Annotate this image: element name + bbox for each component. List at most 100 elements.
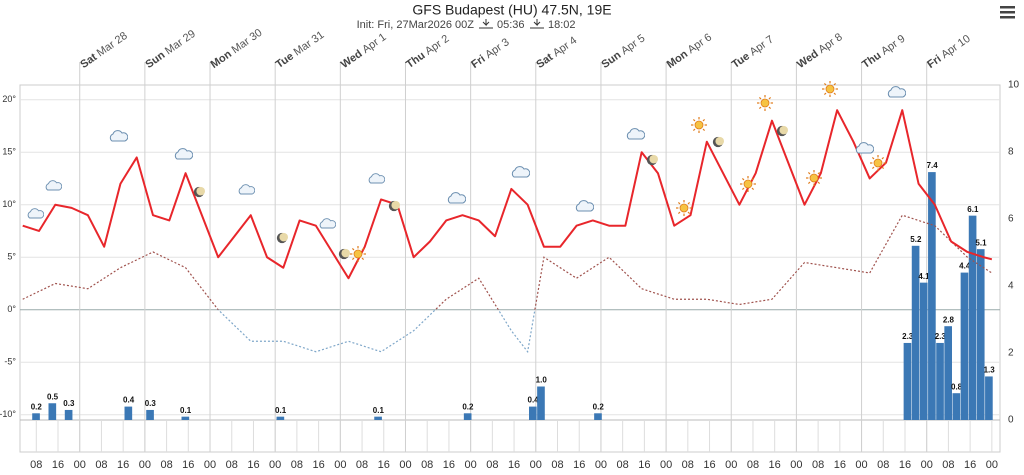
precip-bar (181, 416, 190, 420)
day-name: Tue (274, 50, 296, 71)
sunset: 18:02 (548, 19, 576, 31)
precip-label: 4.4 (959, 262, 971, 271)
day-label: FriApr 3 (469, 36, 511, 71)
day-name: Thu (404, 49, 427, 70)
x-tick-label: 16 (769, 459, 781, 471)
precip-bar (32, 413, 40, 420)
day-label: TueMar 31 (274, 29, 327, 71)
precip-bar (529, 406, 537, 420)
x-tick-label: 08 (551, 459, 563, 471)
dewpoint-line-below-zero (217, 309, 536, 354)
x-tick-label: 16 (638, 459, 650, 471)
day-label: SatMar 28 (78, 30, 129, 71)
precip-label: 0.3 (63, 399, 75, 408)
day-label: SatApr 4 (534, 34, 579, 70)
x-tick-label: 16 (899, 459, 911, 471)
x-tick-label: 00 (399, 459, 411, 471)
day-date: Apr 3 (483, 36, 511, 61)
precip-label: 0.8 (951, 382, 963, 391)
x-tick-label: 00 (74, 459, 86, 471)
x-tick-label: 00 (855, 459, 867, 471)
precip-label: 5.1 (975, 238, 987, 247)
y2-tick-label: 2 (1008, 348, 1014, 359)
precip-label: 1.3 (984, 366, 996, 375)
y2-tick-label: 4 (1008, 281, 1014, 292)
day-label: WedApr 8 (795, 31, 845, 71)
sunrise-icon (479, 19, 493, 29)
precip-bar (276, 416, 285, 420)
day-date: Mar 28 (95, 30, 130, 59)
precip-bar (944, 326, 952, 420)
day-label: ThuApr 9 (860, 33, 907, 71)
x-tick-label: 00 (139, 459, 151, 471)
y-tick-label: 0° (7, 304, 16, 314)
x-tick-label: 00 (269, 459, 281, 471)
x-tick-label: 00 (465, 459, 477, 471)
temperature-line (22, 109, 993, 280)
x-tick-label: 00 (204, 459, 216, 471)
title: GFS Budapest (HU) 47.5N, 19E (412, 2, 611, 18)
y-tick-label: -10° (0, 409, 16, 419)
x-tick-label: 00 (725, 459, 737, 471)
day-name: Mon (209, 48, 235, 71)
y-tick-label: 20° (2, 94, 16, 104)
x-tick-label: 16 (117, 459, 129, 471)
x-tick-label: 16 (182, 459, 194, 471)
x-tick-label: 16 (378, 459, 390, 471)
day-label: SunMar 29 (143, 28, 197, 71)
y-tick-label: 15° (2, 147, 16, 157)
sunrise: 05:36 (497, 19, 525, 31)
precip-bar (124, 406, 133, 420)
x-tick-label: 00 (530, 459, 542, 471)
precip-label: 2.8 (943, 315, 955, 324)
weather-icons (27, 81, 906, 262)
precip-label: 2.3 (902, 332, 914, 341)
x-tick-label: 08 (812, 459, 824, 471)
precip-bar (911, 245, 920, 420)
day-date: Apr 5 (619, 32, 647, 57)
day-label: ThuApr 2 (404, 33, 451, 71)
precip-label: 0.3 (145, 399, 157, 408)
y2-tick-label: 6 (1008, 214, 1014, 225)
precip-label: 0.4 (528, 396, 540, 405)
day-date: Mar 31 (292, 29, 327, 58)
precip-bar (374, 416, 382, 420)
menu-button[interactable] (1000, 6, 1015, 19)
precip-label: 5.2 (910, 235, 922, 244)
day-name: Fri (925, 53, 943, 71)
y-tick-label: -5° (4, 357, 16, 367)
day-name: Fri (469, 53, 487, 71)
x-tick-label: 08 (617, 459, 629, 471)
x-tick-label: 08 (421, 459, 433, 471)
x-tick-label: 16 (964, 459, 976, 471)
precip-label: 2.3 (935, 332, 947, 341)
day-label: MonApr 6 (665, 31, 714, 71)
day-date: Mar 29 (163, 28, 198, 57)
x-tick-label: 16 (52, 459, 64, 471)
precip-bar (985, 376, 993, 420)
precip-bar (928, 172, 936, 420)
x-tick-label: 08 (95, 459, 107, 471)
x-tick-label: 08 (942, 459, 954, 471)
precip-label: 0.1 (373, 406, 385, 415)
precip-bar (936, 342, 944, 420)
precip-bar (48, 403, 57, 420)
x-tick-label: 16 (834, 459, 846, 471)
day-date: Apr 7 (748, 33, 776, 58)
precip-bar (594, 413, 602, 420)
precip-label: 0.2 (31, 402, 43, 411)
y2-tick-label: 8 (1008, 147, 1014, 158)
y2-tick-label: 0 (1008, 415, 1014, 426)
day-date: Apr 10 (939, 33, 972, 61)
x-tick-label: 08 (747, 459, 759, 471)
day-label: SunApr 5 (599, 32, 647, 71)
x-tick-label: 16 (312, 459, 324, 471)
y-tick-label: 5° (7, 252, 16, 262)
day-name: Sat (78, 51, 99, 71)
precip-bar (463, 413, 472, 420)
x-tick-label: 08 (682, 459, 694, 471)
day-date: Apr 6 (686, 31, 714, 56)
day-label: FriApr 10 (925, 33, 972, 71)
precip-label: 4.1 (918, 272, 930, 281)
